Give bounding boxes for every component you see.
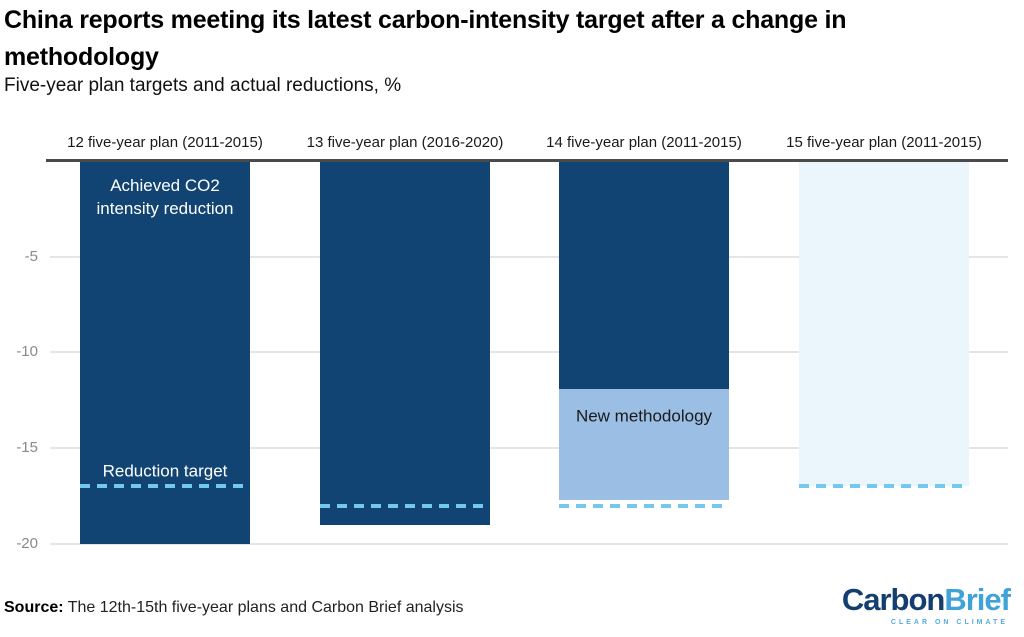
reduction-target-line <box>799 484 969 489</box>
bar-2: 13 five-year plan (2016-2020) <box>307 134 503 563</box>
logo-brief-text: Brief <box>944 582 1011 617</box>
reduction-target-line <box>320 503 490 508</box>
bar-header: 15 five-year plan (2011-2015) <box>786 134 982 151</box>
reduction-target-line <box>559 503 729 508</box>
chart-subtitle: Five-year plan targets and actual reduct… <box>4 75 402 96</box>
achieved-new-methodology-segment <box>559 388 729 500</box>
achieved-co2-intensity-reduction-segment <box>320 161 490 525</box>
gridline <box>50 351 1008 354</box>
gridline <box>50 255 1008 258</box>
new-methodology-label: New methodology <box>575 406 713 426</box>
achieved-co2-intensity-reduction-segment <box>80 161 250 544</box>
bar-4: 15 five-year plan (2011-2015) <box>786 134 982 563</box>
plot-area: -5 -10 -15 -20 12 five-year plan (2011-2015)… <box>16 134 1008 563</box>
bar-1: 12 five-year plan (2011-2015) Achieved CO… <box>67 134 263 563</box>
y-tick-label: -20 <box>16 534 38 552</box>
chart-title: China reports meeting its latest carbon-… <box>4 6 847 71</box>
reduction-target-line <box>80 484 250 489</box>
source-text: The 12th-15th five-year plans and Carbon… <box>67 599 464 616</box>
achieved-old-methodology-segment <box>559 161 729 389</box>
y-tick-label: -15 <box>16 439 38 457</box>
gridline <box>50 542 1008 545</box>
logo-carbon-text: Carbon <box>841 582 945 617</box>
gridline <box>50 447 1008 450</box>
bar-header: 12 five-year plan (2011-2015) <box>67 134 263 151</box>
reduction-target-label: Reduction target <box>102 461 228 481</box>
x-axis-zero-line <box>46 159 1008 162</box>
carbonbrief-wordmark: CarbonBrief <box>841 582 1011 617</box>
source-note: Source: The 12th-15th five-year plans an… <box>4 599 464 617</box>
projected-reduction-segment <box>799 161 969 487</box>
carbonbrief-logo: CarbonBrief CLEAR ON CLIMATE <box>841 582 1011 626</box>
y-tick-label: -5 <box>24 247 38 265</box>
bar-header: 13 five-year plan (2016-2020) <box>306 134 504 151</box>
logo-tagline: CLEAR ON CLIMATE <box>890 619 1008 626</box>
bar-3: 14 five-year plan (2011-2015) New methodo… <box>546 134 742 563</box>
y-tick-label: -10 <box>16 343 38 361</box>
source-label: Source: <box>4 599 64 616</box>
bar-header: 14 five-year plan (2011-2015) <box>546 134 742 151</box>
achieved-co2-label: Achieved CO2 intensity reduction <box>96 176 234 219</box>
